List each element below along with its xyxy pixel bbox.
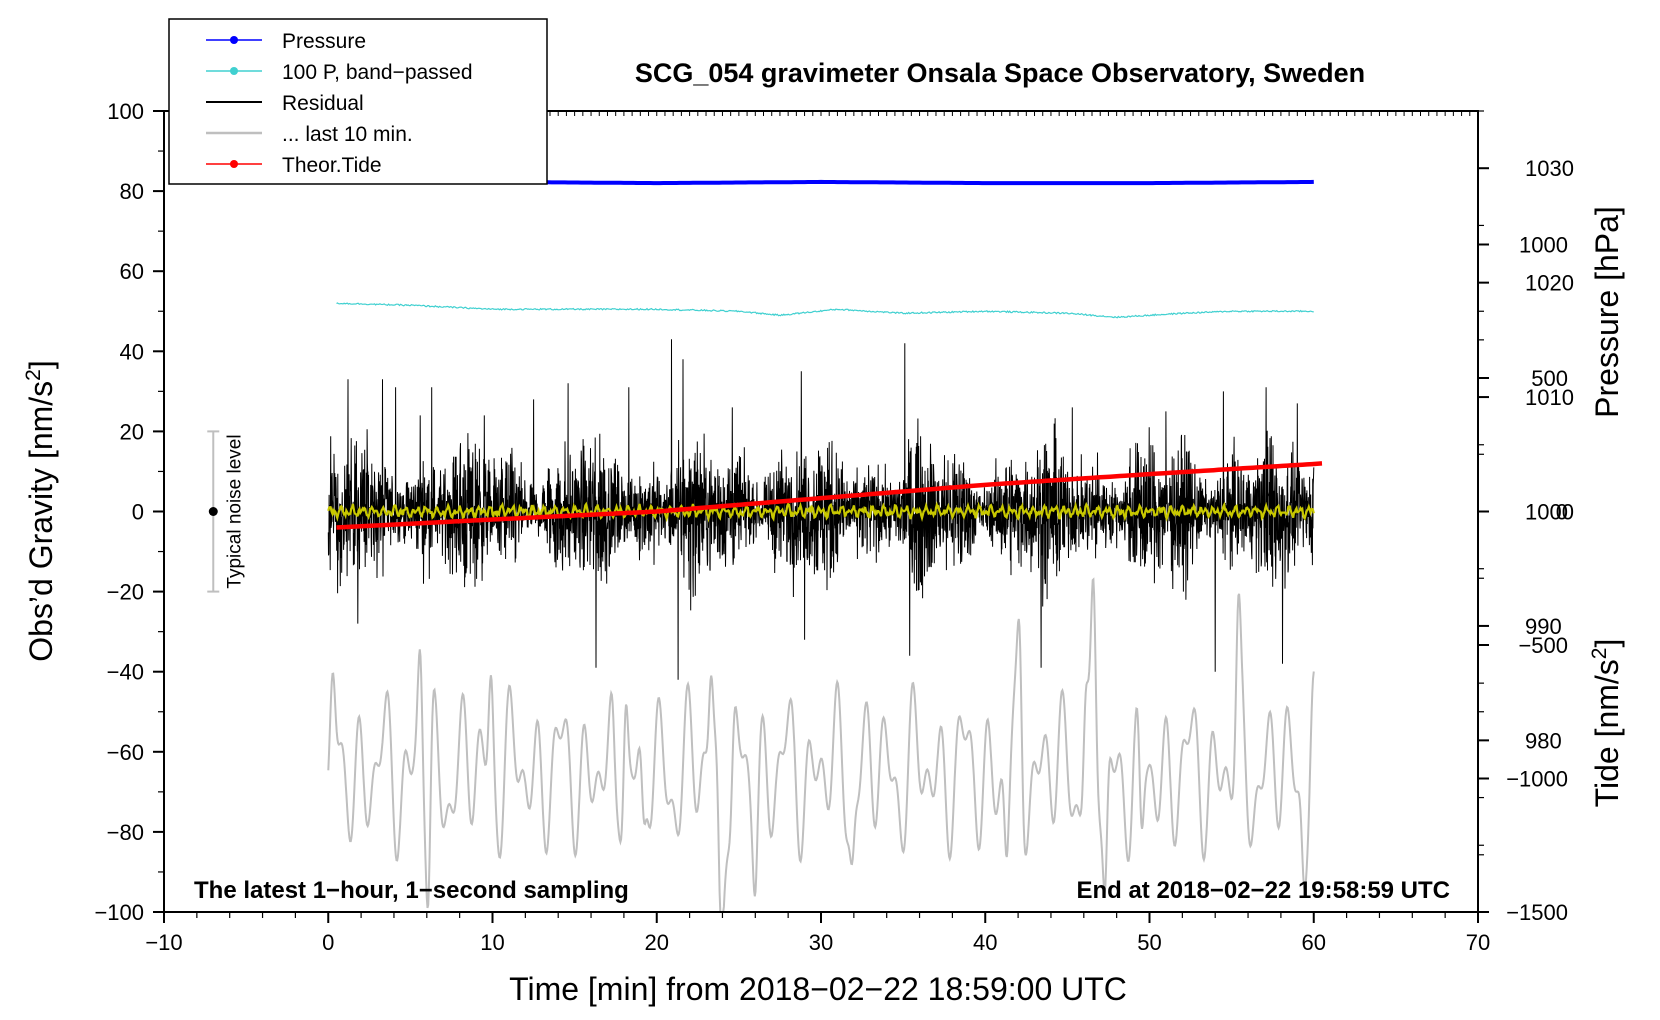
y-axis-title-left-close: ] <box>23 360 59 369</box>
pressure-tick-label: 980 <box>1525 728 1562 753</box>
tide-tick-label: −1000 <box>1506 767 1568 792</box>
y-tick-label: 40 <box>120 339 144 364</box>
noise-label: Typical noise level <box>224 434 245 588</box>
legend-entry-theor-tide: Theor.Tide <box>206 154 382 177</box>
series-theor-tide <box>336 461 1323 530</box>
pressure-tick-label: 1000 <box>1525 500 1574 525</box>
pressure-tick-label: 1030 <box>1525 156 1574 181</box>
y-axis-title-tide-sup: 2 <box>1588 648 1611 660</box>
x-axis-title: Time [min] from 2018−02−22 18:59:00 UTC <box>509 971 1127 1007</box>
legend-entry-last-10-min: ... last 10 min. <box>206 123 413 146</box>
x-tick-label: 20 <box>645 930 669 955</box>
series-last-10-min <box>327 577 1315 913</box>
y-axis-left: −100 −80 −60 −40 −20 0 20 40 60 80 100 <box>94 99 164 925</box>
y-axis-title-tide-close: ] <box>1589 639 1625 648</box>
y-tick-label: 60 <box>120 259 144 284</box>
y-axis-title-left-sup: 2 <box>22 369 45 381</box>
y-axis-title-left-text: Obs’d Gravity [nm/s <box>23 381 59 662</box>
legend-label-residual: Residual <box>282 92 364 115</box>
tide-tick-label: 500 <box>1531 366 1568 391</box>
y-axis-title-left: Obs’d Gravity [nm/s2] <box>22 360 59 662</box>
y-axis-pressure: 980 990 1000 1010 1020 1030 <box>1478 156 1574 753</box>
tide-tick-label: −500 <box>1518 633 1568 658</box>
y-tick-label: 100 <box>107 99 144 124</box>
x-tick-label: 60 <box>1302 930 1326 955</box>
x-tick-label: 30 <box>809 930 833 955</box>
y-axis-title-pressure: Pressure [hPa] <box>1589 206 1625 418</box>
tide-tick-label: 0 <box>1556 500 1568 525</box>
x-tick-label: 40 <box>973 930 997 955</box>
y-axis-title-tide-text: Tide [nm/s <box>1589 659 1625 807</box>
x-tick-label: 50 <box>1137 930 1161 955</box>
legend-label-band-passed: 100 P, band−passed <box>282 61 473 84</box>
y-tick-label: 80 <box>120 179 144 204</box>
legend-label-pressure: Pressure <box>282 30 366 53</box>
x-tick-label: −10 <box>145 930 182 955</box>
x-axis: −10 0 10 20 30 40 50 60 70 <box>145 912 1490 955</box>
noise-level-indicator: Typical noise level <box>207 430 245 593</box>
legend-entry-residual: Residual <box>206 92 364 115</box>
y-tick-label: 20 <box>120 419 144 444</box>
series-filtered-residual <box>327 500 1315 523</box>
series-band-passed-pressure <box>336 302 1314 319</box>
data-layer <box>327 178 1323 913</box>
tide-tick-label: −1500 <box>1506 900 1568 925</box>
legend-marker-theor-tide <box>230 160 238 168</box>
annotation-end-time: End at 2018−02−22 19:58:59 UTC <box>1076 877 1450 904</box>
noise-center-dot <box>208 507 218 516</box>
legend-marker-pressure <box>230 36 238 44</box>
y-tick-label: 0 <box>132 500 144 525</box>
y-tick-label: −80 <box>107 820 144 845</box>
y-tick-label: −40 <box>107 660 144 685</box>
legend-label-theor-tide: Theor.Tide <box>282 154 382 177</box>
x-tick-label: 70 <box>1466 930 1490 955</box>
y-axis-title-tide: Tide [nm/s2] <box>1588 639 1625 808</box>
legend-label-last-10-min: ... last 10 min. <box>282 123 413 146</box>
y-axis-tide: −1500 −1000 −500 0 500 1000 <box>1478 233 1568 925</box>
x-tick-label: 10 <box>480 930 504 955</box>
legend: Pressure 100 P, band−passed Residual ...… <box>168 18 548 185</box>
y-tick-label: −20 <box>107 580 144 605</box>
legend-marker-band-passed <box>230 67 238 75</box>
y-tick-label: −60 <box>107 740 144 765</box>
annotation-sampling: The latest 1−hour, 1−second sampling <box>194 877 629 904</box>
chart-title: SCG_054 gravimeter Onsala Space Observat… <box>635 58 1365 88</box>
pressure-tick-label: 1010 <box>1525 385 1574 410</box>
pressure-tick-label: 1020 <box>1525 271 1574 296</box>
x-tick-label: 0 <box>322 930 334 955</box>
legend-entry-band-passed: 100 P, band−passed <box>206 61 473 84</box>
pressure-tick-label: 990 <box>1525 614 1562 639</box>
y-tick-label: −100 <box>94 900 144 925</box>
tide-tick-label: 1000 <box>1519 233 1568 258</box>
legend-entry-pressure: Pressure <box>206 30 366 53</box>
